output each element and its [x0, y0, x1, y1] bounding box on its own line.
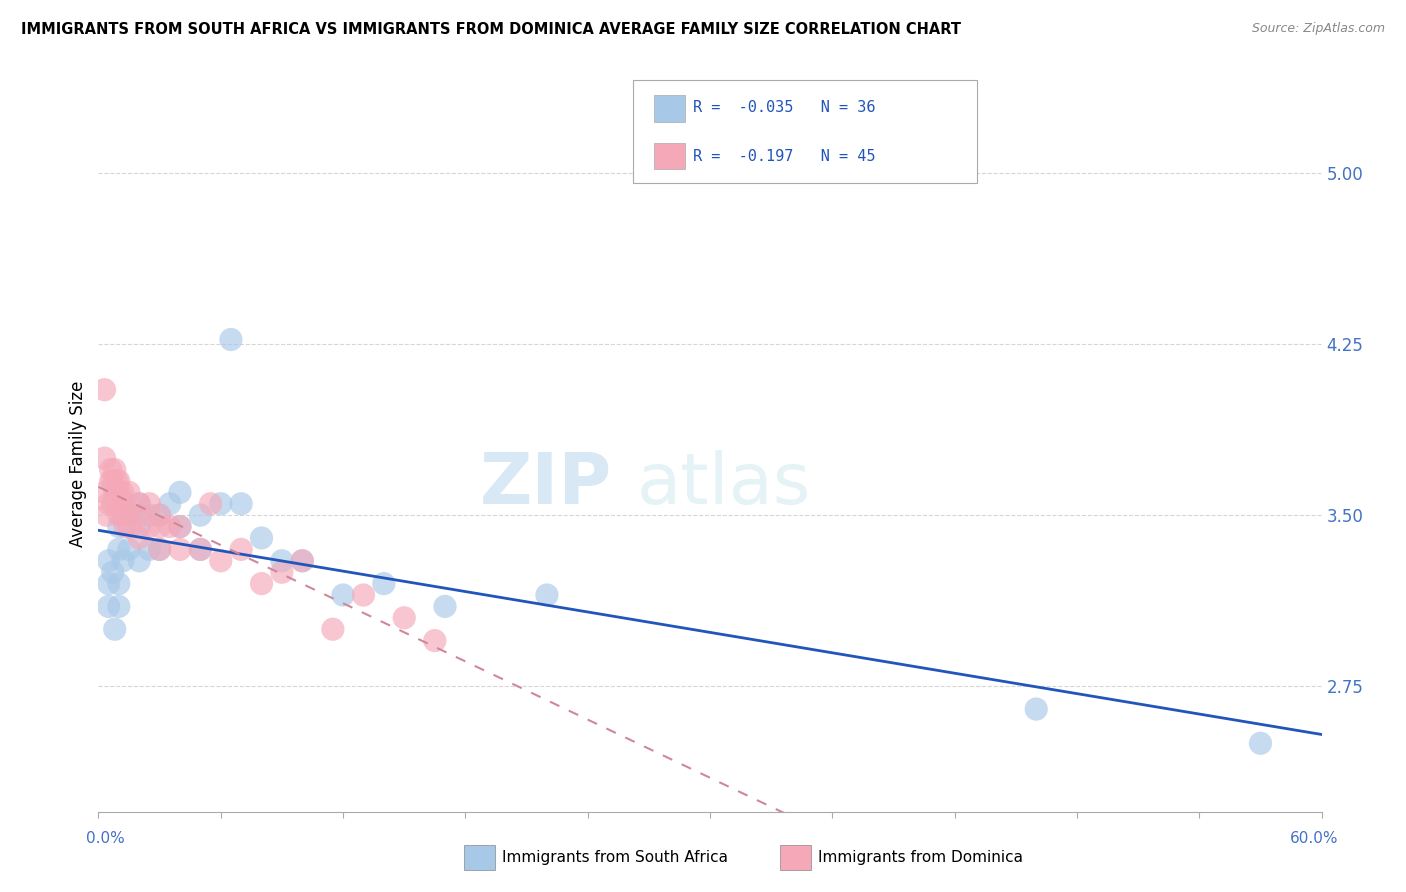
- Point: [291, 554, 314, 568]
- Text: IMMIGRANTS FROM SOUTH AFRICA VS IMMIGRANTS FROM DOMINICA AVERAGE FAMILY SIZE COR: IMMIGRANTS FROM SOUTH AFRICA VS IMMIGRAN…: [21, 22, 962, 37]
- Point: [291, 554, 314, 568]
- Point: [93, 451, 115, 466]
- Point: [101, 497, 124, 511]
- Point: [270, 565, 294, 579]
- Point: [149, 542, 172, 557]
- Point: [93, 383, 115, 397]
- Point: [270, 554, 294, 568]
- Text: Source: ZipAtlas.com: Source: ZipAtlas.com: [1251, 22, 1385, 36]
- Point: [128, 519, 150, 533]
- Point: [100, 474, 122, 488]
- Point: [111, 485, 134, 500]
- Point: [231, 497, 253, 511]
- Text: R =  -0.035   N = 36: R = -0.035 N = 36: [693, 100, 876, 114]
- Point: [114, 519, 136, 533]
- Point: [138, 508, 160, 523]
- Point: [159, 497, 181, 511]
- Point: [250, 576, 273, 591]
- Point: [219, 333, 242, 347]
- Text: 60.0%: 60.0%: [1291, 831, 1339, 846]
- Point: [169, 519, 191, 533]
- Point: [138, 542, 160, 557]
- Point: [96, 508, 118, 523]
- Point: [128, 497, 150, 511]
- Point: [128, 497, 150, 511]
- Point: [108, 519, 131, 533]
- Point: [104, 622, 127, 636]
- Point: [108, 508, 131, 523]
- Point: [322, 622, 344, 636]
- Point: [434, 599, 457, 614]
- Point: [97, 599, 120, 614]
- Point: [108, 599, 131, 614]
- Point: [188, 542, 212, 557]
- Point: [200, 497, 222, 511]
- Point: [169, 542, 191, 557]
- Point: [118, 542, 141, 557]
- Point: [118, 508, 141, 523]
- Text: 0.0%: 0.0%: [86, 831, 125, 846]
- Point: [101, 565, 124, 579]
- Point: [105, 497, 128, 511]
- Point: [97, 576, 120, 591]
- Point: [1025, 702, 1047, 716]
- Point: [105, 474, 128, 488]
- Text: atlas: atlas: [637, 450, 811, 519]
- Point: [352, 588, 374, 602]
- Point: [149, 519, 172, 533]
- Point: [111, 508, 134, 523]
- Point: [108, 576, 131, 591]
- Point: [128, 508, 150, 523]
- Point: [118, 519, 141, 533]
- Point: [128, 554, 150, 568]
- Point: [536, 588, 558, 602]
- Point: [169, 485, 191, 500]
- Point: [93, 485, 115, 500]
- Y-axis label: Average Family Size: Average Family Size: [69, 381, 87, 547]
- Point: [149, 508, 172, 523]
- Point: [392, 611, 416, 625]
- Text: R =  -0.197   N = 45: R = -0.197 N = 45: [693, 149, 876, 163]
- Text: Immigrants from Dominica: Immigrants from Dominica: [818, 850, 1024, 864]
- Point: [188, 508, 212, 523]
- Point: [118, 485, 141, 500]
- Point: [209, 554, 232, 568]
- Point: [231, 542, 253, 557]
- Point: [104, 485, 127, 500]
- Point: [138, 519, 160, 533]
- Text: Immigrants from South Africa: Immigrants from South Africa: [502, 850, 728, 864]
- Point: [169, 519, 191, 533]
- Point: [188, 542, 212, 557]
- Point: [1249, 736, 1271, 750]
- Point: [100, 462, 122, 476]
- Point: [108, 485, 131, 500]
- Point: [97, 497, 120, 511]
- Point: [332, 588, 354, 602]
- Point: [138, 497, 160, 511]
- Point: [108, 542, 131, 557]
- Point: [209, 497, 232, 511]
- Point: [149, 542, 172, 557]
- Point: [101, 474, 124, 488]
- Text: ZIP: ZIP: [479, 450, 612, 519]
- Point: [108, 474, 131, 488]
- Point: [149, 508, 172, 523]
- Point: [111, 554, 134, 568]
- Point: [97, 554, 120, 568]
- Point: [159, 519, 181, 533]
- Point: [114, 497, 136, 511]
- Point: [104, 462, 127, 476]
- Point: [118, 508, 141, 523]
- Point: [423, 633, 446, 648]
- Point: [250, 531, 273, 545]
- Point: [373, 576, 395, 591]
- Point: [128, 531, 150, 545]
